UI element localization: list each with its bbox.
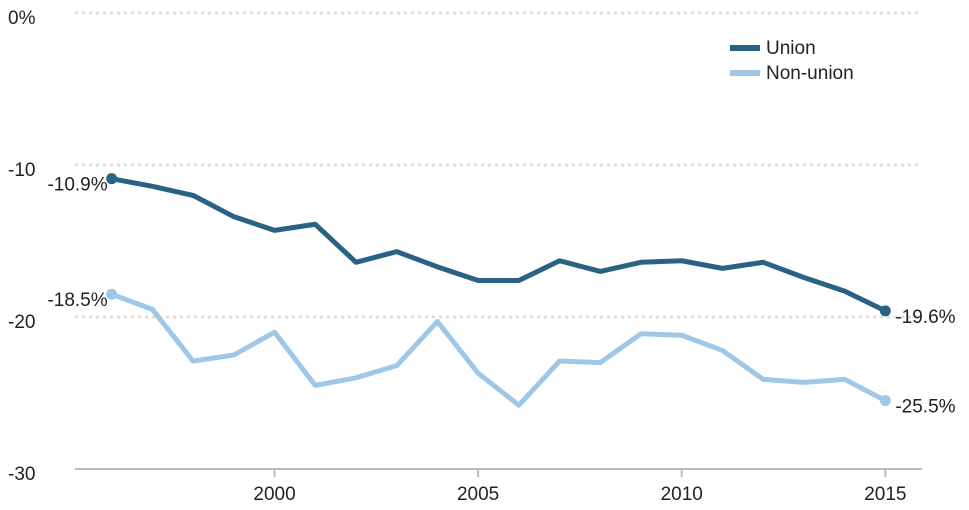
- legend-label: Non-union: [766, 63, 854, 84]
- legend-label: Union: [766, 38, 816, 59]
- end-point: [879, 305, 891, 317]
- value-label: -18.5%: [47, 290, 107, 311]
- end-point: [106, 288, 118, 300]
- value-label: -19.6%: [895, 307, 955, 328]
- x-tick-label: 2000: [253, 484, 295, 505]
- value-label: -10.9%: [47, 175, 107, 196]
- y-tick-label: -30: [8, 464, 35, 485]
- value-label: -25.5%: [895, 397, 955, 418]
- y-tick-label: -20: [8, 312, 35, 333]
- y-tick-label: -10: [8, 160, 35, 181]
- x-tick-label: 2010: [661, 484, 703, 505]
- x-tick-label: 2005: [457, 484, 499, 505]
- end-point: [879, 395, 891, 407]
- series-line: [110, 291, 887, 408]
- end-point: [106, 173, 118, 185]
- x-tick-label: 2015: [864, 484, 906, 505]
- y-tick-label: 0%: [8, 8, 36, 29]
- series-line: [111, 176, 887, 314]
